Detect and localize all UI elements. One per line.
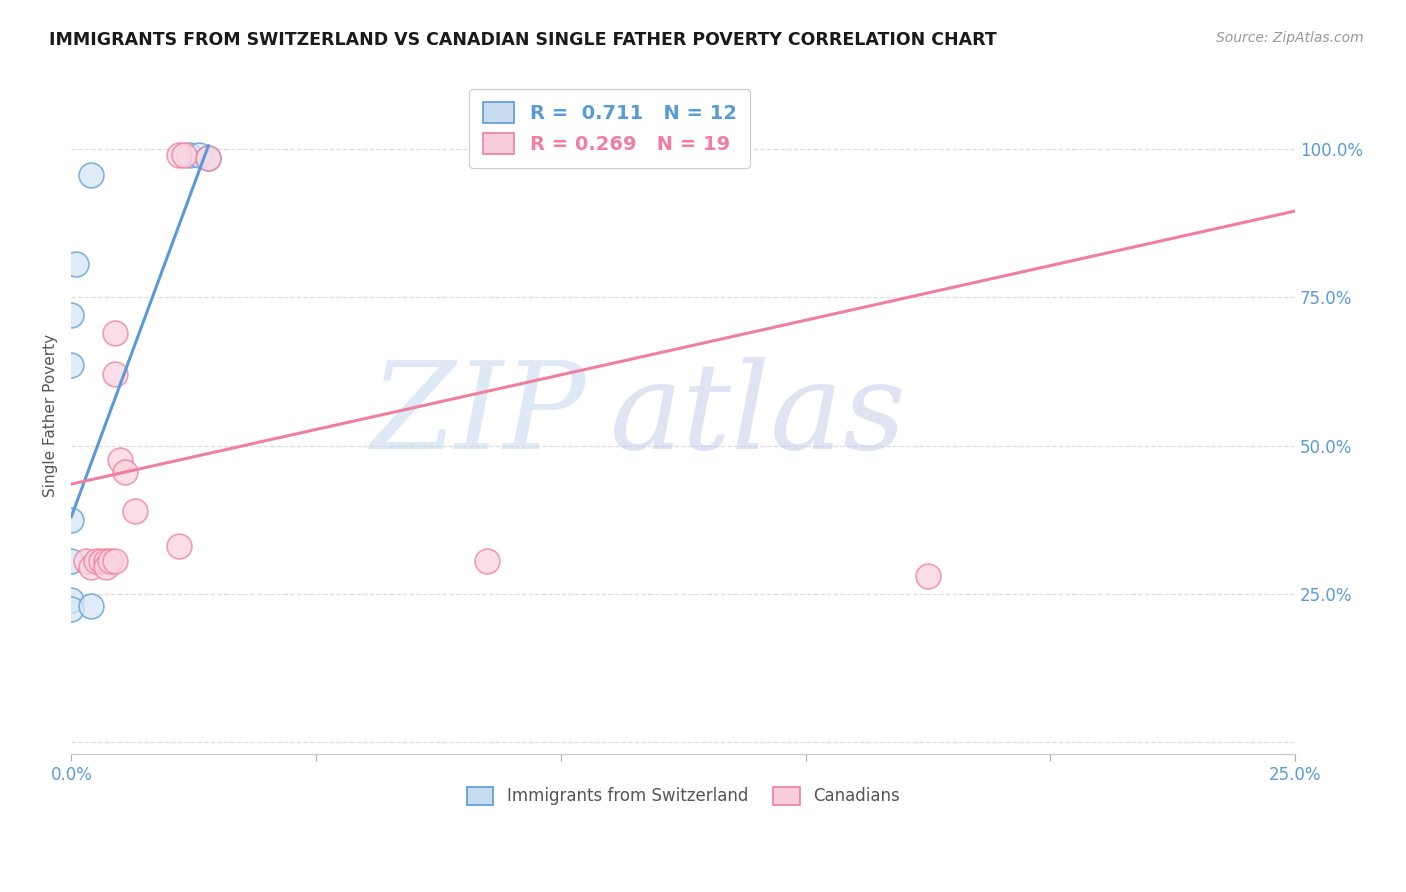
Point: [94, 554, 117, 568]
Point: [197, 151, 219, 165]
Point: [477, 554, 499, 568]
Point: [110, 453, 132, 467]
Text: IMMIGRANTS FROM SWITZERLAND VS CANADIAN SINGLE FATHER POVERTY CORRELATION CHART: IMMIGRANTS FROM SWITZERLAND VS CANADIAN …: [49, 31, 997, 49]
Point: [173, 147, 195, 161]
Point: [114, 465, 136, 479]
Point: [124, 504, 146, 518]
Point: [100, 554, 122, 568]
Point: [104, 368, 127, 382]
Point: [187, 147, 209, 161]
Text: ZIP: ZIP: [370, 357, 585, 475]
Point: [80, 169, 103, 183]
Point: [75, 554, 97, 568]
Point: [60, 592, 83, 607]
Point: [80, 599, 103, 613]
Point: [917, 569, 939, 583]
Point: [80, 560, 103, 574]
Point: [167, 540, 190, 554]
Y-axis label: Single Father Poverty: Single Father Poverty: [44, 334, 58, 498]
Point: [104, 326, 127, 340]
Point: [65, 257, 87, 271]
Point: [84, 554, 107, 568]
Legend: Immigrants from Switzerland, Canadians: Immigrants from Switzerland, Canadians: [458, 778, 908, 814]
Point: [60, 554, 83, 568]
Point: [94, 560, 117, 574]
Text: Source: ZipAtlas.com: Source: ZipAtlas.com: [1216, 31, 1364, 45]
Point: [197, 151, 219, 165]
Text: atlas: atlas: [610, 357, 907, 475]
Point: [90, 554, 112, 568]
Point: [177, 147, 200, 161]
Point: [60, 601, 83, 615]
Point: [60, 308, 83, 322]
Point: [104, 554, 127, 568]
Point: [60, 359, 83, 373]
Point: [60, 513, 83, 527]
Point: [167, 147, 190, 161]
